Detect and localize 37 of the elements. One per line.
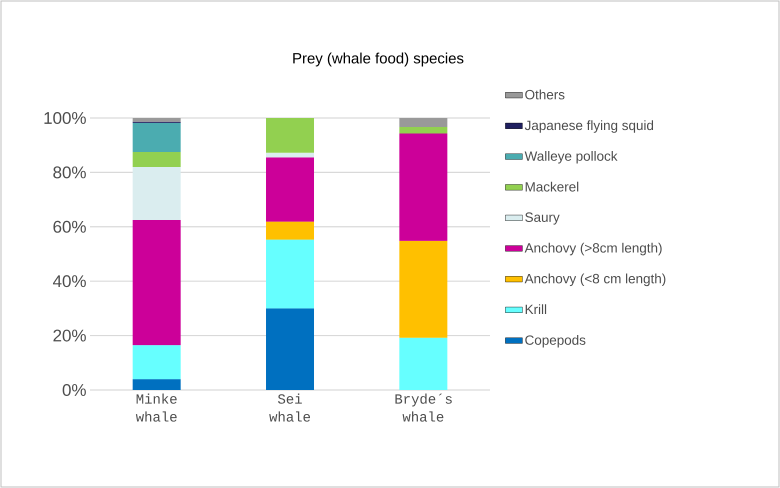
bar	[266, 157, 314, 222]
y-tick-label: 40%	[52, 275, 86, 288]
bar	[399, 338, 448, 390]
bar	[399, 118, 448, 127]
bar	[132, 166, 181, 220]
bar	[399, 240, 448, 338]
bar	[132, 118, 181, 122]
legend-label: Others	[525, 90, 564, 100]
bar	[399, 133, 448, 241]
legend-label: Walleye pollock	[524, 150, 618, 164]
bar	[266, 222, 314, 240]
x-tick-label: Minke whale	[136, 394, 177, 422]
y-tick-label: 80%	[53, 166, 86, 178]
bar	[132, 345, 181, 380]
y-tick-label: 100%	[44, 112, 86, 124]
bar	[132, 122, 181, 152]
legend-label: Krill	[526, 304, 546, 314]
legend-label: Saury	[525, 212, 560, 225]
bar	[399, 126, 448, 134]
legend-label: Anchovy (>8cm length)	[524, 242, 662, 256]
bar	[266, 152, 314, 158]
y-tick-label: 20%	[53, 330, 86, 342]
bar	[132, 220, 181, 346]
legend-label: Anchovy (<8 cm length)	[524, 274, 666, 286]
legend-label: Copepods	[525, 334, 586, 348]
legend-label: Japanese flying squid	[524, 120, 654, 133]
bar	[266, 240, 314, 308]
bar	[132, 152, 181, 167]
bar	[266, 118, 314, 153]
y-tick-label: 0%	[62, 384, 86, 396]
bar	[266, 308, 314, 390]
chart-title: Prey (whale food) species	[293, 52, 464, 66]
legend-label: Mackerel	[526, 182, 578, 192]
x-tick-label: Bryde´s whale	[395, 394, 452, 422]
bar	[132, 379, 181, 390]
y-tick-label: 60%	[53, 220, 86, 233]
x-tick-label: Sei whale	[269, 394, 310, 422]
